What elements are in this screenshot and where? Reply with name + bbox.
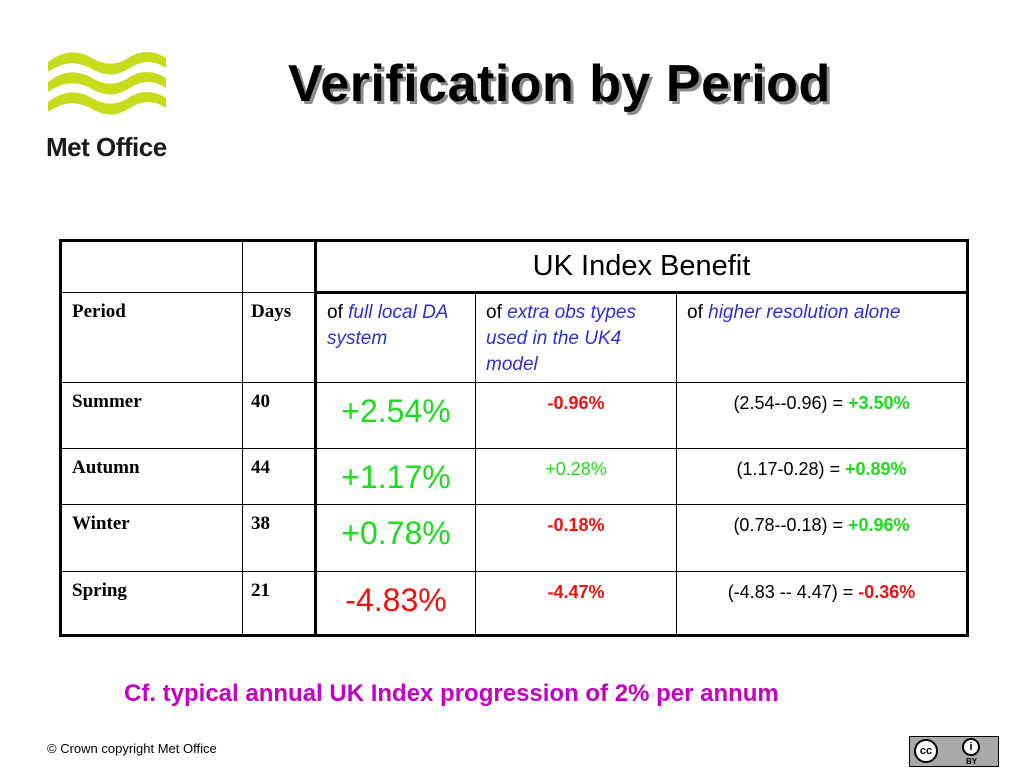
days-cell: 38 bbox=[242, 504, 316, 572]
extra-obs-column-header: of extra obs types used in the UK4 model bbox=[475, 292, 677, 383]
hires-column-header: of higher resolution alone bbox=[676, 292, 969, 383]
creative-commons-badge[interactable]: cc i BY bbox=[909, 736, 999, 767]
days-cell: 40 bbox=[242, 382, 316, 449]
table-row-spring: Spring 21 -4.83% -4.47% (-4.83 -- 4.47) … bbox=[59, 571, 969, 637]
full-da-value: +2.54% bbox=[314, 382, 476, 449]
hires-value-cell: (-4.83 -- 4.47) = -0.36% bbox=[676, 571, 969, 637]
hires-calculation: (0.78--0.18) = bbox=[733, 515, 848, 535]
column-header-row: Period Days of full local DA system of e… bbox=[59, 292, 969, 383]
table-row-summer: Summer 40 +2.54% -0.96% (2.54--0.96) = +… bbox=[59, 382, 969, 449]
period-cell: Summer bbox=[59, 382, 243, 449]
table-row-winter: Winter 38 +0.78% -0.18% (0.78--0.18) = +… bbox=[59, 504, 969, 572]
full-da-value: +0.78% bbox=[314, 504, 476, 572]
full-da-value: +1.17% bbox=[314, 448, 476, 505]
days-cell: 44 bbox=[242, 448, 316, 505]
period-cell: Spring bbox=[59, 571, 243, 637]
footnote: Cf. typical annual UK Index progression … bbox=[124, 680, 779, 707]
logo-text: Met Office bbox=[46, 132, 167, 162]
hires-calculation: (-4.83 -- 4.47) = bbox=[727, 582, 859, 602]
verification-table: UK Index Benefit Period Days of full loc… bbox=[59, 239, 969, 637]
full-da-description: full local DA system bbox=[327, 302, 448, 349]
header-empty-cell bbox=[59, 239, 243, 293]
hires-value-cell: (1.17-0.28) = +0.89% bbox=[676, 448, 969, 505]
hires-result: -0.36% bbox=[858, 582, 916, 602]
hires-value-cell: (0.78--0.18) = +0.96% bbox=[676, 504, 969, 572]
attribution-icon: i bbox=[962, 738, 980, 756]
extra-obs-value: -0.96% bbox=[475, 382, 677, 449]
met-office-logo: Met Office bbox=[46, 48, 170, 162]
full-da-prefix: of bbox=[327, 302, 343, 323]
hires-result: +0.89% bbox=[845, 459, 907, 479]
slide-title: Verification by Period bbox=[288, 55, 831, 113]
hires-description: higher resolution alone bbox=[708, 302, 901, 323]
license-by-label: BY bbox=[966, 757, 978, 766]
days-cell: 21 bbox=[242, 571, 316, 637]
days-column-header: Days bbox=[242, 292, 316, 383]
met-office-waves-icon bbox=[48, 52, 166, 115]
hires-prefix: of bbox=[687, 302, 703, 323]
full-da-value: -4.83% bbox=[314, 571, 476, 637]
table-row-autumn: Autumn 44 +1.17% +0.28% (1.17-0.28) = +0… bbox=[59, 448, 969, 505]
copyright-text: © Crown copyright Met Office bbox=[47, 741, 217, 756]
period-cell: Winter bbox=[59, 504, 243, 572]
hires-calculation: (2.54--0.96) = bbox=[733, 393, 848, 413]
hires-result: +0.96% bbox=[848, 515, 910, 535]
cc-icon: cc bbox=[914, 739, 938, 763]
period-cell: Autumn bbox=[59, 448, 243, 505]
hires-value-cell: (2.54--0.96) = +3.50% bbox=[676, 382, 969, 449]
extra-obs-description: extra obs types used in the UK4 model bbox=[486, 302, 636, 375]
extra-obs-value: -0.18% bbox=[475, 504, 677, 572]
uk-index-benefit-header: UK Index Benefit bbox=[314, 239, 969, 294]
hires-calculation: (1.17-0.28) = bbox=[736, 459, 845, 479]
table-header-row: UK Index Benefit bbox=[59, 239, 969, 294]
extra-obs-prefix: of bbox=[486, 302, 502, 323]
period-column-header: Period bbox=[59, 292, 243, 383]
extra-obs-value: +0.28% bbox=[475, 448, 677, 505]
full-da-column-header: of full local DA system bbox=[314, 292, 476, 383]
hires-result: +3.50% bbox=[848, 393, 910, 413]
header-empty-cell bbox=[242, 239, 316, 293]
extra-obs-value: -4.47% bbox=[475, 571, 677, 637]
